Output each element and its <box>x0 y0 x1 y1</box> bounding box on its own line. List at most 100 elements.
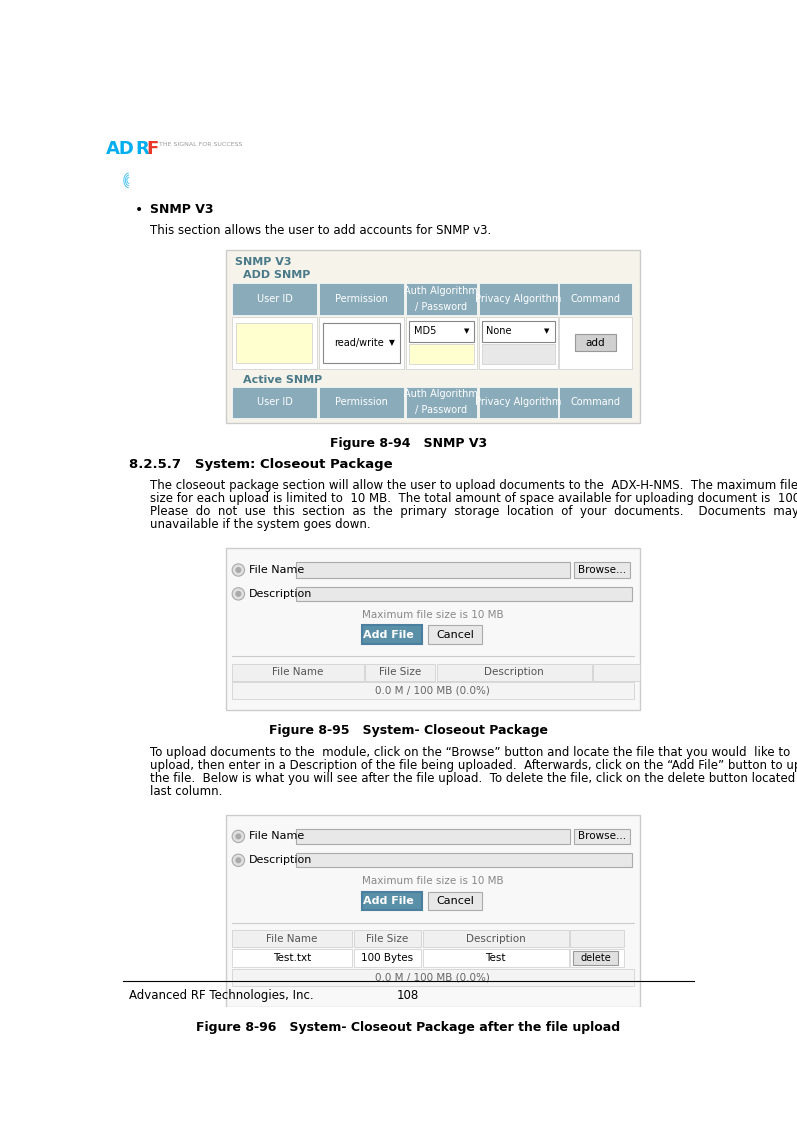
Text: THE SIGNAL FOR SUCCESS: THE SIGNAL FOR SUCCESS <box>159 141 241 147</box>
Text: File Name: File Name <box>266 934 317 944</box>
FancyBboxPatch shape <box>574 562 630 578</box>
Text: None: None <box>486 327 512 336</box>
Circle shape <box>232 830 245 843</box>
FancyBboxPatch shape <box>319 317 404 369</box>
Circle shape <box>232 854 245 866</box>
Text: Auth Algorithm: Auth Algorithm <box>404 389 478 399</box>
Text: The closeout package section will allow the user to upload documents to the  ADX: The closeout package section will allow … <box>150 480 797 492</box>
Text: Figure 8-96   System- Closeout Package after the file upload: Figure 8-96 System- Closeout Package aft… <box>196 1021 620 1034</box>
FancyBboxPatch shape <box>362 892 422 910</box>
Text: •: • <box>135 204 143 217</box>
FancyBboxPatch shape <box>559 317 632 369</box>
Text: File Size: File Size <box>379 667 422 677</box>
Text: 0.0 M / 100 MB (0.0%): 0.0 M / 100 MB (0.0%) <box>375 685 490 696</box>
Text: Command: Command <box>571 397 621 407</box>
Text: Cancel: Cancel <box>437 896 474 906</box>
Text: the file.  Below is what you will see after the file upload.  To delete the file: the file. Below is what you will see aft… <box>150 771 797 785</box>
FancyBboxPatch shape <box>296 587 632 601</box>
Text: delete: delete <box>580 953 611 964</box>
Text: MD5: MD5 <box>414 327 436 336</box>
Text: F: F <box>146 139 159 157</box>
FancyBboxPatch shape <box>232 931 352 948</box>
Text: Browse...: Browse... <box>578 566 626 575</box>
FancyBboxPatch shape <box>296 562 570 578</box>
Text: Test: Test <box>485 953 506 964</box>
FancyBboxPatch shape <box>409 344 474 364</box>
Text: Permission: Permission <box>335 397 388 407</box>
Text: User ID: User ID <box>257 397 292 407</box>
FancyBboxPatch shape <box>570 931 624 948</box>
Text: Figure 8-94   SNMP V3: Figure 8-94 SNMP V3 <box>329 437 487 450</box>
FancyBboxPatch shape <box>406 387 477 417</box>
Text: last column.: last column. <box>150 785 222 797</box>
Circle shape <box>236 592 241 596</box>
FancyBboxPatch shape <box>481 321 555 342</box>
Text: Privacy Algorithm: Privacy Algorithm <box>475 294 561 304</box>
Text: SNMP V3: SNMP V3 <box>235 258 292 267</box>
Circle shape <box>232 564 245 576</box>
FancyBboxPatch shape <box>226 814 640 1008</box>
Text: Description: Description <box>465 934 525 944</box>
Text: Description: Description <box>249 589 312 599</box>
FancyBboxPatch shape <box>236 322 312 363</box>
Text: ADD SNMP: ADD SNMP <box>243 270 310 280</box>
FancyBboxPatch shape <box>422 931 568 948</box>
FancyBboxPatch shape <box>479 387 558 417</box>
Text: Test.txt: Test.txt <box>273 953 311 964</box>
Text: This section allows the user to add accounts for SNMP v3.: This section allows the user to add acco… <box>150 224 491 238</box>
Text: 108: 108 <box>397 988 419 1002</box>
Text: File Name: File Name <box>273 667 324 677</box>
FancyBboxPatch shape <box>319 387 404 417</box>
Text: Description: Description <box>249 855 312 865</box>
Circle shape <box>232 588 245 601</box>
Text: Command: Command <box>571 294 621 304</box>
FancyBboxPatch shape <box>226 250 640 423</box>
Text: Add File: Add File <box>363 630 414 640</box>
FancyBboxPatch shape <box>422 949 568 967</box>
FancyBboxPatch shape <box>232 317 317 369</box>
Text: ▼: ▼ <box>544 328 549 335</box>
FancyBboxPatch shape <box>232 682 634 699</box>
FancyBboxPatch shape <box>573 951 618 965</box>
Text: Add File: Add File <box>363 896 414 906</box>
FancyBboxPatch shape <box>575 335 616 352</box>
Text: File Name: File Name <box>249 566 304 575</box>
Text: User ID: User ID <box>257 294 292 304</box>
FancyBboxPatch shape <box>437 664 591 681</box>
Text: Advanced RF Technologies, Inc.: Advanced RF Technologies, Inc. <box>129 988 314 1002</box>
FancyBboxPatch shape <box>296 854 632 867</box>
FancyBboxPatch shape <box>559 387 632 417</box>
FancyBboxPatch shape <box>366 664 435 681</box>
Text: 8.2.5.7   System: Closeout Package: 8.2.5.7 System: Closeout Package <box>129 458 393 470</box>
FancyBboxPatch shape <box>232 387 317 417</box>
FancyBboxPatch shape <box>354 949 422 967</box>
FancyBboxPatch shape <box>232 969 634 986</box>
Text: / Password: / Password <box>415 405 468 415</box>
Text: Please  do  not  use  this  section  as  the  primary  storage  location  of  yo: Please do not use this section as the pr… <box>150 506 797 518</box>
Circle shape <box>236 568 241 572</box>
Text: File Size: File Size <box>366 934 408 944</box>
Text: read/write: read/write <box>335 338 384 348</box>
FancyBboxPatch shape <box>406 283 477 316</box>
Text: Browse...: Browse... <box>578 831 626 841</box>
FancyBboxPatch shape <box>232 664 364 681</box>
FancyBboxPatch shape <box>406 317 477 369</box>
Text: Auth Algorithm: Auth Algorithm <box>404 286 478 296</box>
Circle shape <box>236 858 241 863</box>
Text: To upload documents to the  module, click on the “Browse” button and locate the : To upload documents to the module, click… <box>150 745 791 759</box>
FancyBboxPatch shape <box>319 283 404 316</box>
Text: unavailable if the system goes down.: unavailable if the system goes down. <box>150 518 371 532</box>
FancyBboxPatch shape <box>479 283 558 316</box>
Circle shape <box>236 834 241 839</box>
Text: R: R <box>135 139 149 157</box>
FancyBboxPatch shape <box>593 664 640 681</box>
FancyBboxPatch shape <box>428 625 482 644</box>
Text: Figure 8-95   System- Closeout Package: Figure 8-95 System- Closeout Package <box>269 724 548 737</box>
Text: Privacy Algorithm: Privacy Algorithm <box>475 397 561 407</box>
Text: Description: Description <box>485 667 544 677</box>
FancyBboxPatch shape <box>354 931 422 948</box>
FancyBboxPatch shape <box>479 317 558 369</box>
FancyBboxPatch shape <box>481 344 555 364</box>
Text: ▼: ▼ <box>464 328 469 335</box>
Text: add: add <box>586 338 606 348</box>
